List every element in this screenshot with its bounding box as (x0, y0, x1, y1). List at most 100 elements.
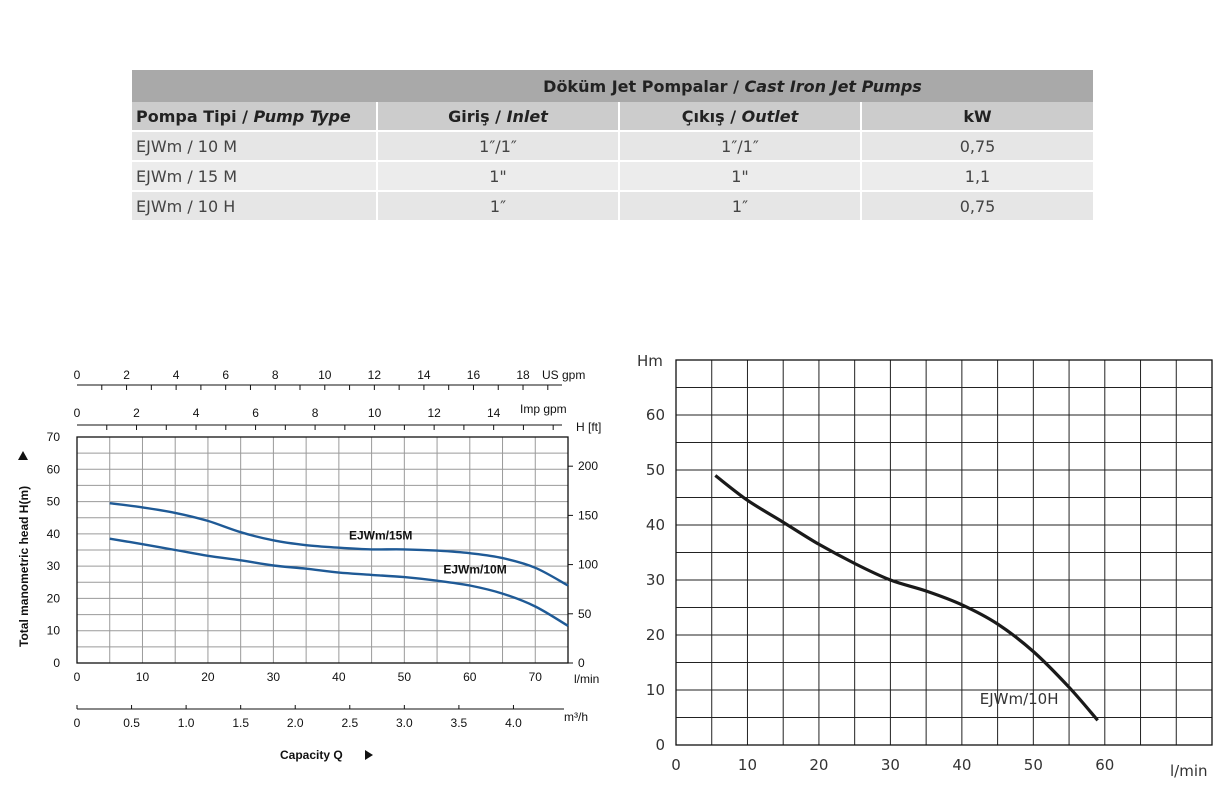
y-tick-label: 10 (47, 624, 61, 638)
cell-type: EJWm / 10 H (132, 190, 377, 220)
m3h-tick-label: 3.0 (396, 716, 413, 730)
series-label: EJWm/10M (443, 563, 506, 577)
x-tick-label: 70 (529, 670, 543, 684)
cell-type: EJWm / 15 M (132, 160, 377, 191)
y-tick-label: 70 (47, 430, 61, 444)
x-tick-label: 10 (136, 670, 150, 684)
y-axis-arrow-icon (18, 451, 28, 460)
m3h-tick-label: 1.5 (232, 716, 249, 730)
x-tick-label: 60 (463, 670, 477, 684)
plot-frame (675, 359, 1213, 746)
col-header-outlet: Çıkış / Outlet (618, 102, 861, 131)
ft-tick-label: 50 (578, 607, 592, 621)
x-tick-label: 40 (952, 756, 971, 774)
series-line-ejwm-10h (714, 474, 1099, 722)
series-label: EJWm/10H (980, 690, 1059, 708)
y-tick-label: 20 (646, 626, 665, 644)
col-header-tr: Çıkış / (681, 106, 742, 126)
x-tick-label: 50 (398, 670, 412, 684)
table-header-row: Pompa Tipi / Pump Type Giriş / Inlet Çık… (132, 102, 1093, 131)
cell-kw: 0,75 (860, 190, 1093, 220)
ft-tick-label: 200 (578, 459, 598, 473)
us-gpm-tick-label: 10 (318, 368, 332, 382)
y-tick-label: 20 (47, 591, 61, 605)
y-tick-label: 40 (47, 527, 61, 541)
y-tick-label: 60 (646, 406, 665, 424)
x-tick-label: 0 (74, 670, 81, 684)
m3h-tick-label: 3.5 (451, 716, 468, 730)
col-header-en: Outlet (741, 106, 799, 126)
y-tick-label: 50 (646, 461, 665, 479)
cell-inlet: 1″/1″ (376, 130, 619, 161)
y-tick-label: 30 (646, 571, 665, 589)
us-gpm-tick-label: 18 (516, 368, 530, 382)
x-tick-label: 50 (1024, 756, 1043, 774)
cell-outlet: 1″/1″ (618, 130, 861, 161)
col-header-tr: Giriş / (448, 106, 507, 126)
y-tick-label: 50 (47, 495, 61, 509)
y-tick-label: 10 (646, 681, 665, 699)
table-row: EJWm / 15 M 1" 1" 1,1 (132, 160, 1093, 191)
m3h-tick-label: 0.5 (123, 716, 140, 730)
table-title-tr: Döküm Jet Pompalar / (543, 76, 745, 96)
cell-outlet: 1" (618, 160, 861, 191)
y-tick-label: 40 (646, 516, 665, 534)
series-line-ejwm-10m (109, 537, 569, 627)
y-axis-title: Hm (637, 352, 663, 370)
imp-gpm-tick-label: 8 (312, 406, 319, 420)
imp-gpm-tick-label: 0 (74, 406, 81, 420)
x-axis-arrow-icon (365, 750, 373, 760)
x-unit-label: l/min (574, 672, 599, 686)
x-tick-label: 20 (809, 756, 828, 774)
m3h-label: m³/h (564, 710, 588, 724)
m3h-tick-label: 1.0 (178, 716, 195, 730)
y-axis-title: Total manometric head H(m) (17, 486, 31, 647)
cell-kw: 1,1 (860, 160, 1093, 191)
cell-inlet: 1" (376, 160, 619, 191)
us-gpm-label: US gpm (542, 368, 585, 382)
us-gpm-tick-label: 6 (222, 368, 229, 382)
col-header-pump-type: Pompa Tipi / Pump Type (132, 102, 377, 131)
us-gpm-tick-label: 16 (467, 368, 481, 382)
x-axis-title: l/min (1170, 762, 1208, 780)
ft-tick-label: 100 (578, 558, 598, 572)
us-gpm-tick-label: 12 (368, 368, 382, 382)
cell-type: EJWm / 10 M (132, 130, 377, 161)
table-row: EJWm / 10 H 1″ 1″ 0,75 (132, 190, 1093, 220)
x-tick-label: 30 (267, 670, 281, 684)
imp-gpm-tick-label: 4 (193, 406, 200, 420)
table-title-row: Döküm Jet Pompalar / Cast Iron Jet Pumps (132, 70, 1093, 102)
imp-gpm-tick-label: 12 (427, 406, 441, 420)
us-gpm-tick-label: 2 (123, 368, 130, 382)
cell-kw: 0,75 (860, 130, 1093, 161)
ft-tick-label: 0 (578, 656, 585, 670)
m3h-tick-label: 2.0 (287, 716, 304, 730)
col-header-en: Inlet (506, 106, 548, 126)
us-gpm-tick-label: 0 (74, 368, 81, 382)
imp-gpm-tick-label: 2 (133, 406, 140, 420)
series-label: EJWm/15M (349, 528, 412, 542)
us-gpm-tick-label: 4 (173, 368, 180, 382)
table-row: EJWm / 10 M 1″/1″ 1″/1″ 0,75 (132, 130, 1093, 161)
col-header-tr: kW (963, 106, 992, 126)
performance-chart-right: 0 10 20 30 40 50 60 0 10 20 30 40 50 60 Hm l/min EJWm/10… (637, 352, 1213, 780)
col-header-kw: kW (860, 102, 1093, 131)
x-tick-label: 20 (201, 670, 215, 684)
col-header-tr: Pompa Tipi / (136, 106, 254, 126)
col-header-inlet: Giriş / Inlet (376, 102, 619, 131)
ft-axis-label: H [ft] (576, 420, 601, 434)
y-tick-label: 0 (53, 656, 60, 670)
x-tick-label: 0 (671, 756, 681, 774)
cell-inlet: 1″ (376, 190, 619, 220)
x-tick-label: 40 (332, 670, 346, 684)
table-title: Döküm Jet Pompalar / Cast Iron Jet Pumps (132, 70, 1093, 102)
us-gpm-tick-label: 8 (272, 368, 279, 382)
us-gpm-tick-label: 14 (417, 368, 431, 382)
ft-tick-label: 150 (578, 508, 598, 522)
col-header-en: Pump Type (253, 106, 351, 126)
m3h-tick-label: 4.0 (505, 716, 522, 730)
table-title-en: Cast Iron Jet Pumps (744, 76, 922, 96)
spec-table: Döküm Jet Pompalar / Cast Iron Jet Pumps… (132, 70, 1093, 220)
cell-outlet: 1″ (618, 190, 861, 220)
